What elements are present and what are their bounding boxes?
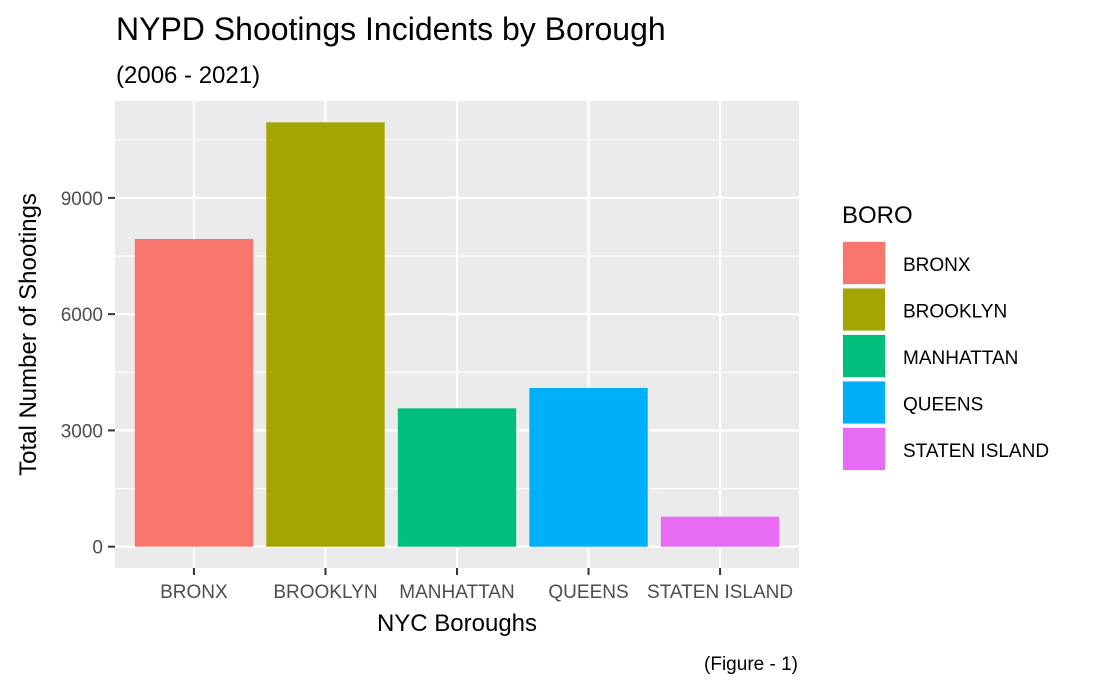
x-tick-label: MANHATTAN bbox=[399, 582, 514, 603]
bar-bronx bbox=[134, 238, 254, 547]
legend-swatch bbox=[843, 428, 885, 470]
x-axis: BRONX BROOKLYN MANHATTAN QUEENS STATEN ISLAN… bbox=[160, 568, 793, 603]
bar-staten-island bbox=[660, 516, 780, 547]
x-tick-label: STATEN ISLAND bbox=[647, 582, 793, 603]
legend-swatch bbox=[843, 288, 885, 331]
y-tick-label: 0 bbox=[92, 538, 103, 559]
x-tick-label: QUEENS bbox=[548, 582, 628, 603]
y-tick-label: 9000 bbox=[61, 189, 103, 210]
y-tick-label: 3000 bbox=[61, 421, 103, 442]
legend-label: BROOKLYN bbox=[903, 302, 1007, 323]
bars bbox=[134, 122, 780, 547]
legend-swatch bbox=[843, 335, 885, 377]
bar-queens bbox=[529, 387, 648, 547]
y-axis-title: Total Number of Shootings bbox=[15, 193, 42, 476]
legend-swatch bbox=[843, 381, 885, 424]
x-axis-title: NYC Boroughs bbox=[377, 610, 537, 637]
y-tick-label: 6000 bbox=[61, 305, 103, 326]
legend: BRONX BROOKLYN MANHATTAN QUEENS STATEN ISLAN… bbox=[842, 241, 1049, 471]
legend-label: MANHATTAN bbox=[903, 348, 1018, 369]
legend-label: STATEN ISLAND bbox=[903, 441, 1049, 462]
legend-label: BRONX bbox=[903, 255, 971, 276]
bar-brooklyn bbox=[266, 122, 385, 547]
y-axis: 0 3000 6000 9000 bbox=[61, 189, 115, 559]
x-tick-label: BROOKLYN bbox=[273, 582, 377, 603]
legend-title: BORO bbox=[842, 202, 913, 229]
legend-label: QUEENS bbox=[903, 395, 983, 416]
bar-manhattan bbox=[397, 408, 517, 547]
legend-swatch bbox=[843, 242, 885, 284]
chart-title: NYPD Shootings Incidents by Borough bbox=[116, 11, 666, 47]
x-tick-label: BRONX bbox=[160, 582, 228, 603]
figure-caption: (Figure - 1) bbox=[704, 654, 798, 675]
chart-subtitle: (2006 - 2021) bbox=[116, 62, 260, 89]
